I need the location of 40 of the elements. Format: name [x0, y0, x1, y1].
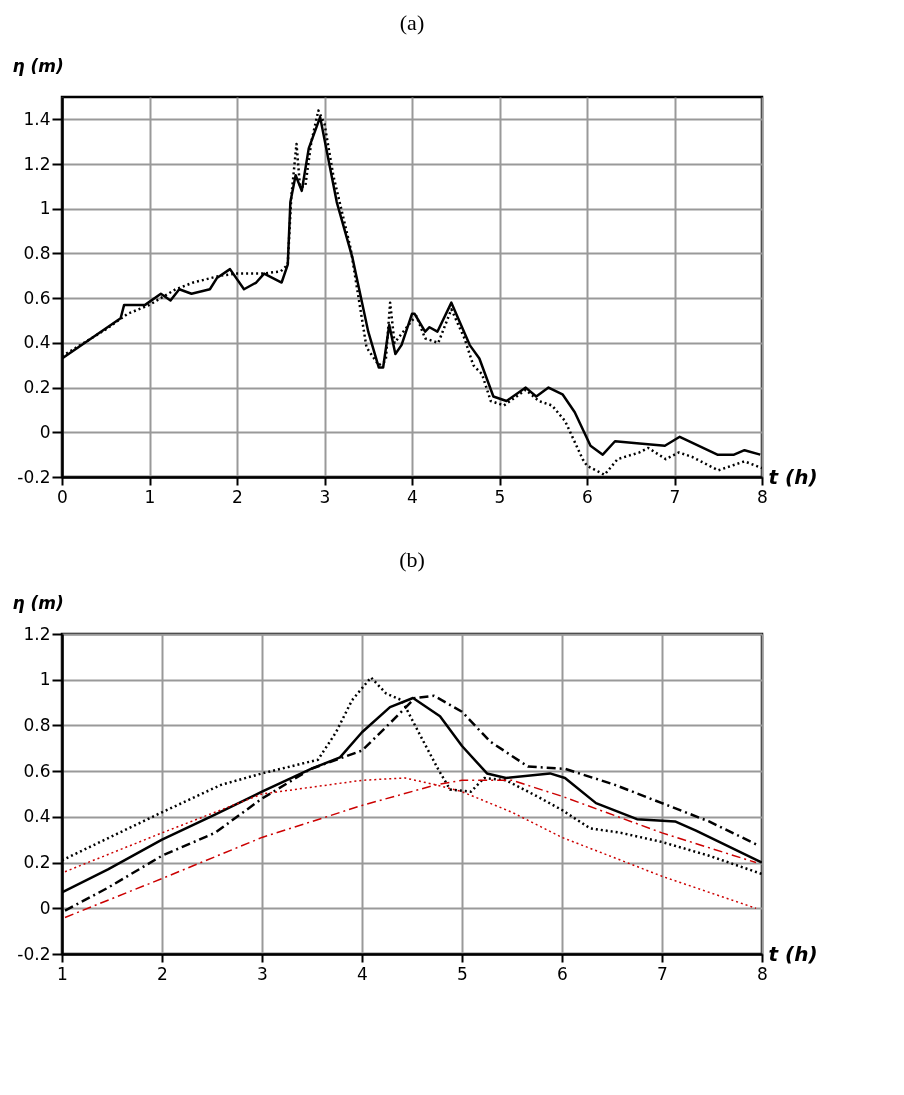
- y-tick-label: 0.2: [23, 852, 51, 873]
- y-tick-label: 0.6: [23, 287, 51, 308]
- y-tick-label: 0: [39, 897, 51, 918]
- x-tick-label: 3: [319, 486, 331, 507]
- y-tick-label: 0.2: [23, 377, 51, 398]
- x-axis-title: t (h): [768, 464, 818, 489]
- x-tick-label: 2: [157, 963, 168, 984]
- x-tick-label: 8: [757, 486, 768, 507]
- y-tick-label: 1.2: [23, 623, 51, 644]
- x-tick-label: 0: [57, 486, 68, 507]
- y-tick-label: 0: [39, 421, 51, 442]
- y-tick-label: -0.2: [17, 466, 51, 487]
- x-tick-label: 7: [669, 486, 681, 507]
- x-tick-label: 6: [557, 963, 568, 984]
- y-axis-title: η (m): [12, 592, 64, 613]
- x-tick-label: 4: [357, 963, 368, 984]
- chart-title: (a): [399, 10, 425, 35]
- y-tick-label: 1: [39, 198, 51, 219]
- x-tick-label: 1: [144, 486, 156, 507]
- y-tick-label: 0.8: [23, 714, 51, 735]
- x-tick-label: 2: [232, 486, 243, 507]
- y-tick-label: 0.4: [23, 332, 51, 353]
- y-tick-label: -0.2: [17, 943, 51, 964]
- x-tick-label: 1: [57, 963, 68, 984]
- y-tick-label: 1: [39, 669, 51, 690]
- y-tick-label: 0.8: [23, 242, 51, 263]
- x-tick-label: 7: [657, 963, 668, 984]
- y-tick-label: 0.4: [23, 806, 51, 827]
- x-tick-label: 5: [457, 963, 468, 984]
- x-tick-label: 4: [407, 486, 418, 507]
- chart-title: (b): [399, 547, 425, 572]
- y-tick-label: 0.6: [23, 760, 51, 781]
- y-tick-label: 1.2: [23, 153, 51, 174]
- x-tick-label: 5: [494, 486, 506, 507]
- x-tick-label: 3: [257, 963, 268, 984]
- x-axis-title: t (h): [768, 941, 818, 966]
- x-tick-label: 8: [757, 963, 768, 984]
- y-tick-label: 1.4: [23, 108, 51, 129]
- y-axis-title: η (m): [12, 55, 64, 76]
- x-tick-label: 6: [582, 486, 593, 507]
